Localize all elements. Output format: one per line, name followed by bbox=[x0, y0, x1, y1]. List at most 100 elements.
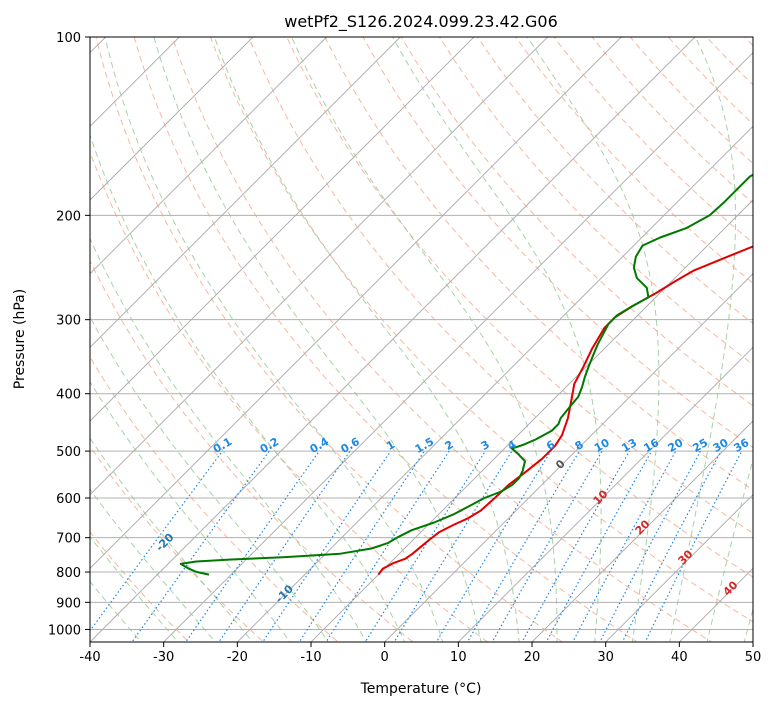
isotherm-line bbox=[531, 420, 753, 642]
dewpoint-profile-line bbox=[179, 173, 753, 576]
x-tick-label: -10 bbox=[300, 650, 321, 665]
dry-adiabat-line bbox=[770, 24, 775, 654]
isotherm-line bbox=[90, 37, 475, 422]
dry-adiabat-line bbox=[133, 37, 638, 642]
mixing-ratio-line bbox=[466, 450, 580, 642]
moist-adiabat-line bbox=[90, 488, 216, 642]
y-tick-label: 1000 bbox=[48, 623, 81, 638]
mixing-ratio-label: 1.5 bbox=[413, 435, 436, 456]
moist-adiabat-line bbox=[90, 437, 254, 642]
isotherm-line bbox=[752, 641, 753, 642]
moist-adiabat-line bbox=[392, 37, 602, 642]
moist-adiabat-line bbox=[90, 380, 291, 642]
x-tick-label: 20 bbox=[524, 650, 541, 665]
y-tick-label: 500 bbox=[56, 445, 81, 460]
dry-adiabat-line bbox=[90, 150, 489, 642]
dry-adiabat-line bbox=[744, 37, 753, 47]
mixing-ratio-line bbox=[325, 450, 450, 642]
moist-adiabat-line bbox=[706, 457, 753, 642]
mixing-ratio-line bbox=[131, 450, 270, 642]
isotherm-line bbox=[90, 37, 254, 201]
moist-adiabat-label: 30 bbox=[676, 547, 696, 567]
plot-frame bbox=[89, 36, 754, 643]
mixing-ratio-label: 30 bbox=[711, 436, 731, 455]
moist-adiabat-line bbox=[669, 37, 736, 642]
moist-adiabat-line bbox=[90, 133, 406, 642]
mixing-ratio-label: 36 bbox=[732, 436, 752, 455]
x-tick-label: -40 bbox=[79, 650, 100, 665]
x-tick-label: 40 bbox=[671, 650, 688, 665]
moist-adiabat-line bbox=[743, 607, 753, 642]
dry-adiabat-line bbox=[324, 37, 753, 491]
mixing-ratio-line bbox=[298, 450, 425, 642]
moist-adiabat-line bbox=[104, 37, 444, 642]
y-tick-label: 400 bbox=[56, 388, 81, 403]
isotherm-line bbox=[90, 37, 181, 128]
mixing-ratio-line bbox=[644, 450, 743, 642]
moist-adiabat-line bbox=[90, 315, 329, 642]
mixing-ratio-label: 20 bbox=[666, 436, 686, 455]
moist-adiabat-label: 10 bbox=[591, 487, 611, 507]
x-tick-label: 50 bbox=[745, 650, 762, 665]
dry-adiabat-line bbox=[90, 356, 339, 642]
mixing-ratio-line bbox=[90, 450, 223, 632]
moist-adiabat-label: 0 bbox=[553, 457, 568, 472]
isotherm-line bbox=[383, 272, 753, 642]
isotherm-line bbox=[90, 37, 623, 570]
dry-adiabat-line bbox=[553, 37, 753, 244]
dry-adiabat-line bbox=[171, 37, 713, 642]
temperature-profile-line bbox=[377, 245, 753, 576]
mixing-ratio-line bbox=[435, 450, 552, 642]
dry-adiabat-line bbox=[95, 37, 564, 642]
y-tick-label: 900 bbox=[56, 596, 81, 611]
dry-adiabat-line bbox=[629, 37, 753, 165]
dry-adiabat-line bbox=[705, 37, 753, 86]
x-tick-label: 10 bbox=[450, 650, 467, 665]
y-tick-label: 100 bbox=[56, 31, 81, 46]
y-tick-label: 300 bbox=[56, 314, 81, 329]
mixing-ratio-label: 0.4 bbox=[308, 435, 332, 456]
isotherm-line bbox=[236, 125, 753, 642]
dry-adiabat-line bbox=[248, 37, 753, 578]
mixing-ratio-label: 10 bbox=[592, 436, 612, 455]
mixing-ratio-label: 16 bbox=[641, 436, 661, 455]
dry-adiabat-label: -20 bbox=[153, 531, 176, 554]
moist-adiabat-label: 40 bbox=[721, 578, 741, 598]
mixing-ratio-line bbox=[491, 450, 603, 642]
moist-adiabat-line bbox=[90, 535, 179, 642]
isotherm-line bbox=[90, 37, 696, 642]
moist-adiabat-line bbox=[213, 37, 520, 642]
dry-adiabat-line bbox=[400, 37, 753, 407]
isotherm-line bbox=[162, 51, 753, 642]
mixing-ratio-label: 0.2 bbox=[258, 435, 281, 456]
dry-adiabat-line bbox=[286, 37, 753, 534]
isotherm-line bbox=[90, 37, 549, 496]
isotherm-line bbox=[310, 199, 753, 642]
dry-adiabat-line bbox=[210, 37, 753, 623]
dry-adiabat-line bbox=[90, 259, 414, 642]
dry-adiabat-line bbox=[515, 37, 753, 284]
dry-adiabat-line bbox=[667, 37, 753, 125]
mixing-ratio-label: 0.6 bbox=[338, 435, 362, 456]
y-tick-label: 600 bbox=[56, 492, 81, 507]
isotherm-line bbox=[604, 493, 753, 642]
x-tick-label: -20 bbox=[227, 650, 248, 665]
mixing-ratio-label: 13 bbox=[619, 436, 639, 455]
dry-adiabat-line bbox=[591, 37, 753, 204]
mixing-ratio-line bbox=[262, 450, 392, 642]
dry-adiabat-line bbox=[362, 37, 753, 449]
moist-adiabat-line bbox=[90, 237, 367, 642]
y-tick-label: 800 bbox=[56, 566, 81, 581]
y-tick-label: 700 bbox=[56, 532, 81, 547]
isotherm-line bbox=[90, 37, 328, 275]
y-axis-label: Pressure (hPa) bbox=[12, 289, 28, 389]
dry-adiabat-line bbox=[90, 531, 190, 642]
isotherm-line bbox=[90, 37, 402, 349]
mixing-ratio-line bbox=[218, 450, 351, 642]
x-tick-label: -30 bbox=[153, 650, 174, 665]
moist-adiabat-label: 20 bbox=[633, 517, 653, 537]
mixing-ratio-line bbox=[545, 450, 653, 642]
isotherm-line bbox=[457, 346, 753, 642]
mixing-ratio-line bbox=[185, 450, 320, 642]
